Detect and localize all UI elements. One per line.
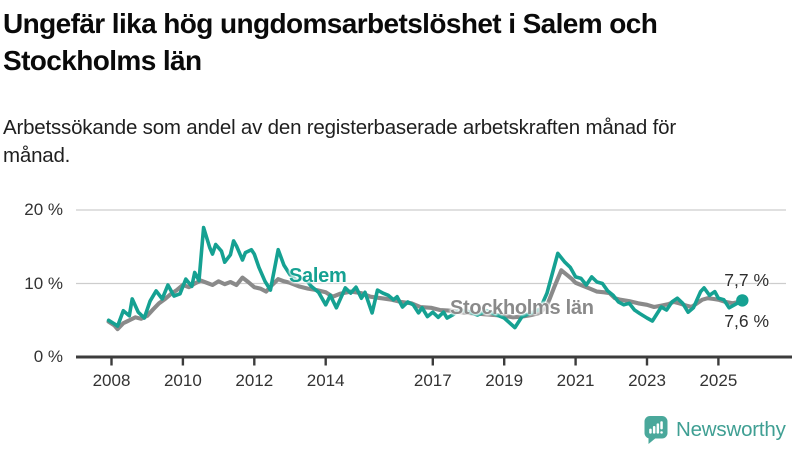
x-tick-label-2023: 2023 (628, 371, 666, 390)
line-stockholms-l-n (106, 268, 745, 332)
end-value-label-stockholms-lan: 7,6 % (724, 311, 769, 331)
page-title: Ungefär lika hög ungdomsarbetslöshet i S… (3, 8, 658, 76)
y-tick-label-10: 10 % (24, 273, 63, 293)
newsworthy-logo: Newsworthy (644, 414, 786, 446)
series-label-stockholms-lan: Stockholms län (450, 297, 594, 319)
line-salem (106, 225, 745, 330)
end-dot-salem (736, 294, 749, 307)
x-tick-label-2008: 2008 (92, 371, 131, 390)
x-tick-label-2019: 2019 (485, 371, 524, 390)
end-value-label-salem: 7,7 % (724, 270, 769, 290)
y-tick-label-20: 20 % (24, 200, 63, 219)
x-tick-label-2025: 2025 (699, 371, 738, 390)
x-tick-label-2021: 2021 (556, 371, 595, 390)
y-tick-label-0: 0 % (33, 347, 63, 366)
x-tick-label-2010: 2010 (163, 371, 202, 390)
x-tick-label-2012: 2012 (235, 371, 274, 390)
newsworthy-bubble-chart-icon (644, 416, 668, 444)
series-label-salem: Salem (289, 265, 347, 287)
page-subtitle: Arbetssökande som andel av den registerb… (3, 116, 676, 167)
x-tick-label-2014: 2014 (306, 371, 345, 390)
x-tick-label-2017: 2017 (413, 371, 452, 390)
newsworthy-wordmark: Newsworthy (676, 418, 786, 441)
